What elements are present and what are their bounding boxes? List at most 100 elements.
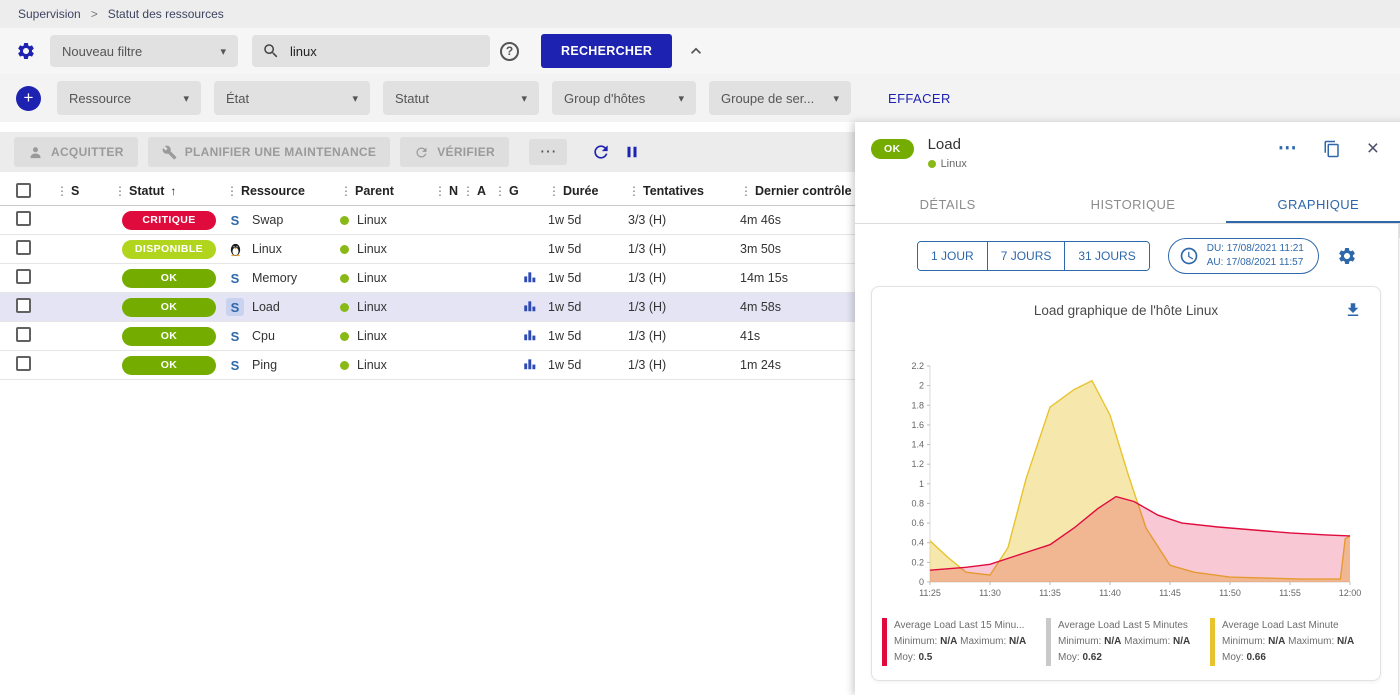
copy-link-icon[interactable] bbox=[1323, 140, 1341, 158]
svg-text:1: 1 bbox=[919, 479, 924, 489]
breadcrumb-supervision[interactable]: Supervision bbox=[18, 7, 81, 21]
bar-chart-icon bbox=[522, 270, 537, 284]
filters-gear-icon[interactable] bbox=[16, 41, 36, 61]
collapse-filters-icon[interactable] bbox=[686, 41, 706, 61]
col-header-duration[interactable]: ⋮Durée bbox=[548, 184, 628, 198]
panel-tabs: DÉTAILSHISTORIQUEGRAPHIQUE bbox=[855, 184, 1400, 224]
filter-hostgroup-label: Group d'hôtes bbox=[564, 91, 645, 106]
panel-parent-name[interactable]: Linux bbox=[941, 158, 967, 170]
downtime-label: PLANIFIER UNE MAINTENANCE bbox=[185, 145, 377, 159]
col-header-notes[interactable]: ⋮N bbox=[434, 184, 462, 198]
svg-text:11:50: 11:50 bbox=[1219, 588, 1241, 598]
clear-filters-button[interactable]: EFFACER bbox=[882, 90, 957, 107]
legend-min-max: Minimum: N/A Maximum: N/A bbox=[894, 634, 1042, 650]
parent-name[interactable]: Linux bbox=[357, 329, 387, 343]
select-all-checkbox[interactable] bbox=[16, 183, 31, 198]
resource-name[interactable]: Load bbox=[252, 300, 280, 314]
parent-name[interactable]: Linux bbox=[357, 213, 387, 227]
panel-status-badge: OK bbox=[871, 139, 914, 159]
panel-body: 1 JOUR7 JOURS31 JOURS DU: 17/08/2021 11:… bbox=[855, 224, 1400, 695]
col-header-graph[interactable]: ⋮G bbox=[494, 184, 522, 198]
resource-name[interactable]: Ping bbox=[252, 358, 277, 372]
period-button-1-jour[interactable]: 1 JOUR bbox=[918, 242, 987, 270]
row-checkbox[interactable] bbox=[16, 327, 31, 342]
legend-item[interactable]: Average Load Last 15 Minu...Minimum: N/A… bbox=[882, 618, 1042, 666]
saved-filter-select[interactable]: Nouveau filtre ▾ bbox=[50, 35, 238, 67]
graph-icon[interactable] bbox=[522, 299, 548, 316]
legend-series-name: Average Load Last 15 Minu... bbox=[894, 618, 1042, 634]
row-checkbox[interactable] bbox=[16, 298, 31, 313]
panel-header: OK Load Linux ⋯ × bbox=[855, 122, 1400, 184]
resource-name[interactable]: Swap bbox=[252, 213, 283, 227]
downtime-button[interactable]: PLANIFIER UNE MAINTENANCE bbox=[148, 137, 391, 167]
help-icon[interactable]: ? bbox=[500, 42, 519, 61]
col-header-last-check[interactable]: ⋮Dernier contrôle bbox=[740, 184, 855, 198]
parent-name[interactable]: Linux bbox=[357, 242, 387, 256]
graph-icon[interactable] bbox=[522, 328, 548, 345]
last-check-value: 14m 15s bbox=[740, 271, 855, 285]
sort-asc-icon[interactable]: ↑ bbox=[170, 184, 176, 198]
status-badge: OK bbox=[122, 269, 216, 288]
resources-main: ACQUITTER PLANIFIER UNE MAINTENANCE VÉRI… bbox=[0, 122, 855, 695]
parent-name[interactable]: Linux bbox=[357, 358, 387, 372]
search-input[interactable] bbox=[288, 43, 480, 60]
tab-graphique[interactable]: GRAPHIQUE bbox=[1226, 184, 1400, 223]
col-header-severity[interactable]: ⋮S bbox=[56, 184, 114, 198]
acknowledge-button[interactable]: ACQUITTER bbox=[14, 137, 138, 167]
col-header-parent[interactable]: ⋮Parent bbox=[340, 184, 434, 198]
pause-autorefresh-icon[interactable] bbox=[623, 143, 641, 161]
legend-item[interactable]: Average Load Last MinuteMinimum: N/A Max… bbox=[1210, 618, 1370, 666]
refresh-list-icon[interactable] bbox=[591, 142, 611, 162]
row-checkbox[interactable] bbox=[16, 240, 31, 255]
col-header-tries[interactable]: ⋮Tentatives bbox=[628, 184, 740, 198]
col-header-action[interactable]: ⋮A bbox=[462, 184, 494, 198]
filter-resource-select[interactable]: Ressource ▾ bbox=[57, 81, 201, 115]
tries-value: 1/3 (H) bbox=[628, 271, 740, 285]
col-header-status[interactable]: ⋮Statut↑ bbox=[114, 184, 226, 198]
filter-hostgroup-select[interactable]: Group d'hôtes ▾ bbox=[552, 81, 696, 115]
table-row[interactable]: CRITIQUE S Swap Linux 1w 5d bbox=[0, 206, 855, 235]
close-panel-icon[interactable]: × bbox=[1361, 140, 1385, 158]
table-row[interactable]: OK S Ping Linux 1w 5d bbox=[0, 351, 855, 380]
resources-table: ⋮S ⋮Statut↑ ⋮Ressource ⋮Parent ⋮N ⋮A ⋮G … bbox=[0, 172, 855, 380]
panel-more-icon[interactable]: ⋯ bbox=[1272, 141, 1303, 157]
svg-text:0.6: 0.6 bbox=[911, 518, 924, 528]
filter-state-select[interactable]: État ▾ bbox=[214, 81, 370, 115]
check-button[interactable]: VÉRIFIER bbox=[400, 137, 509, 167]
row-checkbox[interactable] bbox=[16, 211, 31, 226]
tab-détails[interactable]: DÉTAILS bbox=[855, 184, 1040, 223]
period-button-7-jours[interactable]: 7 JOURS bbox=[987, 242, 1065, 270]
legend-item[interactable]: Average Load Last 5 MinutesMinimum: N/A … bbox=[1046, 618, 1206, 666]
resource-name[interactable]: Cpu bbox=[252, 329, 275, 343]
resource-name[interactable]: Memory bbox=[252, 271, 297, 285]
row-checkbox[interactable] bbox=[16, 356, 31, 371]
parent-name[interactable]: Linux bbox=[357, 300, 387, 314]
parent-status-dot bbox=[340, 274, 349, 283]
graph-icon[interactable] bbox=[522, 270, 548, 287]
tab-historique[interactable]: HISTORIQUE bbox=[1040, 184, 1225, 223]
svg-text:2: 2 bbox=[919, 381, 924, 391]
resource-name[interactable]: Linux bbox=[252, 242, 282, 256]
filter-status-select[interactable]: Statut ▾ bbox=[383, 81, 539, 115]
table-row[interactable]: DISPONIBLE Linux Linux 1w bbox=[0, 235, 855, 264]
download-icon[interactable] bbox=[1344, 301, 1362, 319]
search-button[interactable]: RECHERCHER bbox=[541, 34, 672, 68]
parent-name[interactable]: Linux bbox=[357, 271, 387, 285]
search-box[interactable] bbox=[252, 35, 490, 67]
breadcrumb-current: Statut des ressources bbox=[108, 7, 224, 21]
drag-dots-icon: ⋮ bbox=[340, 184, 352, 198]
status-badge: DISPONIBLE bbox=[122, 240, 216, 259]
filter-servicegroup-select[interactable]: Groupe de ser... ▾ bbox=[709, 81, 851, 115]
col-header-resource[interactable]: ⋮Ressource bbox=[226, 184, 340, 198]
add-criteria-button[interactable]: + bbox=[16, 86, 41, 111]
row-checkbox[interactable] bbox=[16, 269, 31, 284]
table-row[interactable]: OK S Load Linux 1w 5d bbox=[0, 293, 855, 322]
graph-settings-gear-icon[interactable] bbox=[1337, 246, 1357, 266]
more-actions-button[interactable]: ⋯ bbox=[529, 139, 567, 165]
date-range-picker[interactable]: DU: 17/08/2021 11:21 AU: 17/08/2021 11:5… bbox=[1168, 238, 1319, 274]
table-row[interactable]: OK S Memory Linux 1w 5d bbox=[0, 264, 855, 293]
panel-title: Load bbox=[928, 136, 967, 153]
table-row[interactable]: OK S Cpu Linux 1w 5d bbox=[0, 322, 855, 351]
period-button-31-jours[interactable]: 31 JOURS bbox=[1064, 242, 1148, 270]
graph-icon[interactable] bbox=[522, 357, 548, 374]
